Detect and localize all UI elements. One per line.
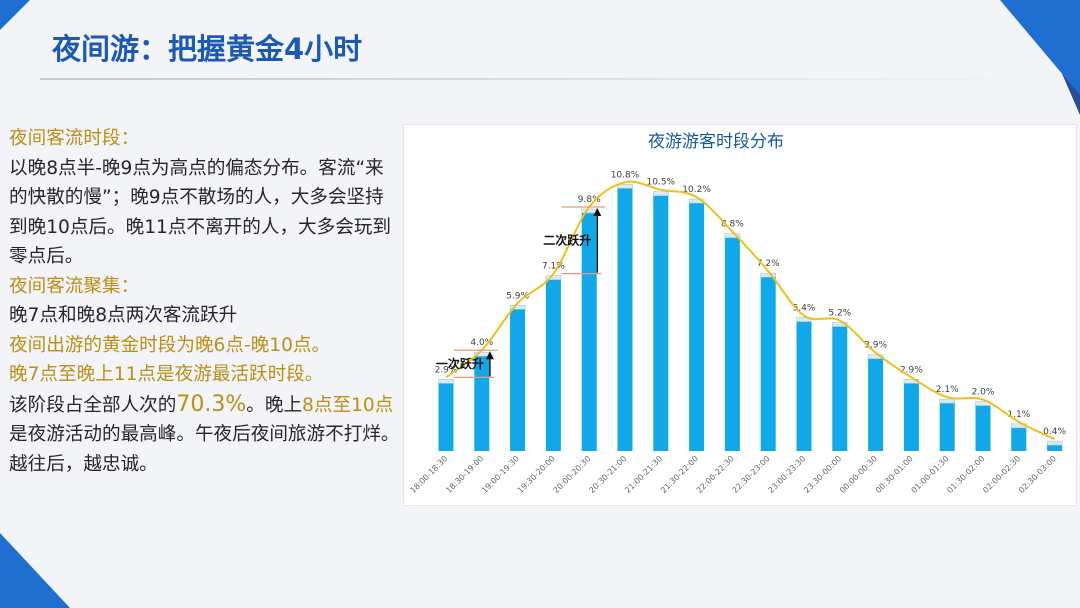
corner-decoration-bottom-left <box>0 533 70 608</box>
chart-bar-cap <box>939 398 956 404</box>
text-column: 夜间客流时段： 以晚8点半-晚9点为高点的偏态分布。客流“来的快散的慢”；晚9点… <box>9 124 401 479</box>
flow-gathering-line4: 该阶段占全部人次的70.3%。晚上8点至10点是夜游活动的最高峰。午夜后夜间旅游… <box>9 390 401 480</box>
annotation-arrow-head <box>593 207 602 216</box>
chart-bar-cap <box>545 275 562 280</box>
chart-bar <box>903 379 919 451</box>
chart-title: 夜游游客时段分布 <box>648 132 784 152</box>
chart-bar <box>724 233 740 451</box>
chart-bar <box>832 322 848 451</box>
peak-window: 8点至10点 <box>302 394 394 416</box>
flow-gathering-heading: 夜间客流聚集： <box>9 275 140 297</box>
chart-bar-cap <box>653 191 669 196</box>
flow-gathering-line2: 夜间出游的黄金时段为晚6点-晚10点。 <box>9 334 331 356</box>
chart-data-label: 3.9% <box>864 341 887 351</box>
chart-data-label: 0.4% <box>1043 427 1066 437</box>
chart-data-label: 10.2% <box>682 185 711 195</box>
chart-data-label: 5.9% <box>506 291 529 301</box>
title-divider <box>40 78 1040 80</box>
chart-data-label: 2.1% <box>936 385 959 395</box>
chart-bar <box>689 199 705 451</box>
chart-bar <box>975 401 991 451</box>
flow-period-heading: 夜间客流时段： <box>9 128 140 149</box>
chart-x-tick-label: 02:30-03:00 <box>1017 454 1058 495</box>
flow-gathering-line3: 晚7点至晚上11点是夜游最活跃时段。 <box>9 364 324 385</box>
annotation-label: 一次跃升 <box>436 356 484 371</box>
chart-data-label: 5.2% <box>828 309 851 319</box>
slide-title: 夜间游：把握黄金4小时 <box>52 32 363 66</box>
chart-bar <box>581 208 597 451</box>
share-prefix: 该阶段占全部人次的 <box>9 394 177 416</box>
time-distribution-chart: 夜游游客时段分布2.9%18:00-18:304.0%18:30-19:005.… <box>408 132 1066 495</box>
chart-panel: 夜游游客时段分布 2.9% 18:00-18:30 4.0% 18:30-19:00 5.… <box>403 124 1077 506</box>
annotation-label: 二次跃升 <box>543 232 591 247</box>
chart-bar <box>760 273 776 451</box>
chart-data-label: 5.4% <box>793 304 816 314</box>
chart-data-label: 10.5% <box>647 178 676 188</box>
chart-bar-cap <box>581 208 597 214</box>
chart-data-label: 7.2% <box>757 259 780 269</box>
chart-trend-line <box>445 180 1056 441</box>
chart-data-label: 7.1% <box>542 262 565 272</box>
chart-data-label: 2.9% <box>435 365 458 375</box>
chart-data-label: 2.9% <box>900 365 923 375</box>
chart-data-label: 2.0% <box>972 388 995 398</box>
chart-bar <box>545 275 561 451</box>
chart-bar-cap <box>867 354 884 359</box>
chart-bar-cap <box>509 304 526 310</box>
chart-bar <box>1047 441 1063 451</box>
chart-data-label: 8.8% <box>721 220 744 230</box>
chart-bar <box>617 184 633 451</box>
chart-bar <box>939 399 955 451</box>
chart-bar <box>438 379 454 451</box>
share-suffix: 是夜游活动的最高峰。午夜后夜间旅游不打烊。越往后，越忠诚。 <box>9 424 400 475</box>
chart-bar-cap <box>617 183 633 189</box>
chart-data-label: 10.8% <box>611 170 640 180</box>
corner-decoration-top-left <box>0 0 30 30</box>
chart-bar <box>510 305 526 451</box>
chart-data-label: 1.1% <box>1007 410 1030 420</box>
chart-bar <box>653 191 669 451</box>
annotation-arrow-head <box>485 351 494 360</box>
chart-data-label: 4.0% <box>470 338 493 348</box>
corner-decoration-top-right <box>1000 0 1080 95</box>
chart-bar <box>868 354 884 451</box>
chart-bar-cap <box>1046 440 1063 446</box>
chart-bar <box>796 317 812 451</box>
share-middle: 。晚上 <box>246 394 303 416</box>
flow-gathering-line1: 晚7点和晚8点两次客流跃升 <box>9 305 238 326</box>
chart-bar-cap <box>724 233 741 238</box>
flow-period-body: 以晚8点半-晚9点为高点的偏态分布。客流“来的快散的慢”；晚9点不散场的人，大多… <box>9 157 392 268</box>
chart-bar <box>1011 423 1027 451</box>
chart-data-label: 9.8% <box>578 195 601 205</box>
chart-bar-cap <box>688 198 705 204</box>
chart-bar-cap <box>438 379 454 384</box>
chart-bar-cap <box>760 272 777 278</box>
share-percent: 70.3% <box>176 391 247 417</box>
